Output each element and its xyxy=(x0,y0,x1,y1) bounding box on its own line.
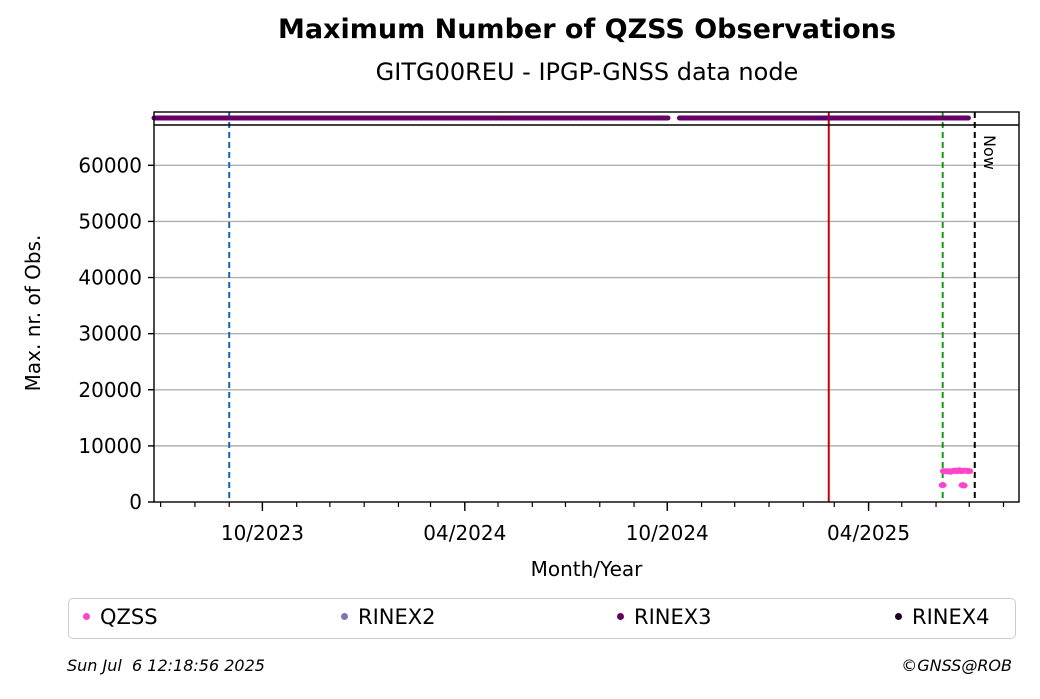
y-tick-label: 50000 xyxy=(78,209,142,233)
y-tick-label: 60000 xyxy=(78,153,142,177)
legend-item: RINEX3 xyxy=(617,605,712,629)
footer-credit: ©GNSS@ROB xyxy=(901,656,1012,675)
y-tick-label: 20000 xyxy=(78,378,142,402)
y-tick-label: 30000 xyxy=(78,322,142,346)
legend-label: QZSS xyxy=(100,605,158,629)
legend-item: RINEX4 xyxy=(895,605,990,629)
legend-item: RINEX2 xyxy=(341,605,436,629)
data-point xyxy=(965,468,974,475)
legend-label: RINEX3 xyxy=(634,605,712,629)
chart-subtitle: GITG00REU - IPGP-GNSS data node xyxy=(375,58,799,86)
legend-marker xyxy=(341,612,348,620)
legend-item: QZSS xyxy=(83,605,158,629)
legend-marker xyxy=(617,612,624,620)
x-tick-label: 10/2024 xyxy=(626,521,709,545)
y-tick-label: 10000 xyxy=(78,434,142,458)
y-axis-label: Max. nr. of Obs. xyxy=(21,235,45,392)
legend-marker xyxy=(83,612,90,620)
footer-timestamp: Sun Jul 6 12:18:56 2025 xyxy=(67,656,265,675)
x-tick-label: 04/2024 xyxy=(423,521,506,545)
y-tick-label: 0 xyxy=(129,490,142,514)
axes-frame xyxy=(153,111,1020,503)
x-tick-label: 10/2023 xyxy=(221,521,304,545)
legend-label: RINEX4 xyxy=(912,605,990,629)
legend-label: RINEX2 xyxy=(358,605,436,629)
legend-marker xyxy=(895,612,902,620)
chart-title: Maximum Number of QZSS Observations xyxy=(277,14,897,45)
y-tick-label: 40000 xyxy=(78,266,142,290)
data-point xyxy=(959,482,968,489)
data-point xyxy=(938,482,947,489)
now-label: Now xyxy=(980,135,999,170)
legend: QZSS RINEX2 RINEX3 RINEX4 xyxy=(68,598,1016,639)
x-tick-label: 04/2025 xyxy=(827,521,910,545)
x-axis-label: Month/Year xyxy=(531,557,644,581)
